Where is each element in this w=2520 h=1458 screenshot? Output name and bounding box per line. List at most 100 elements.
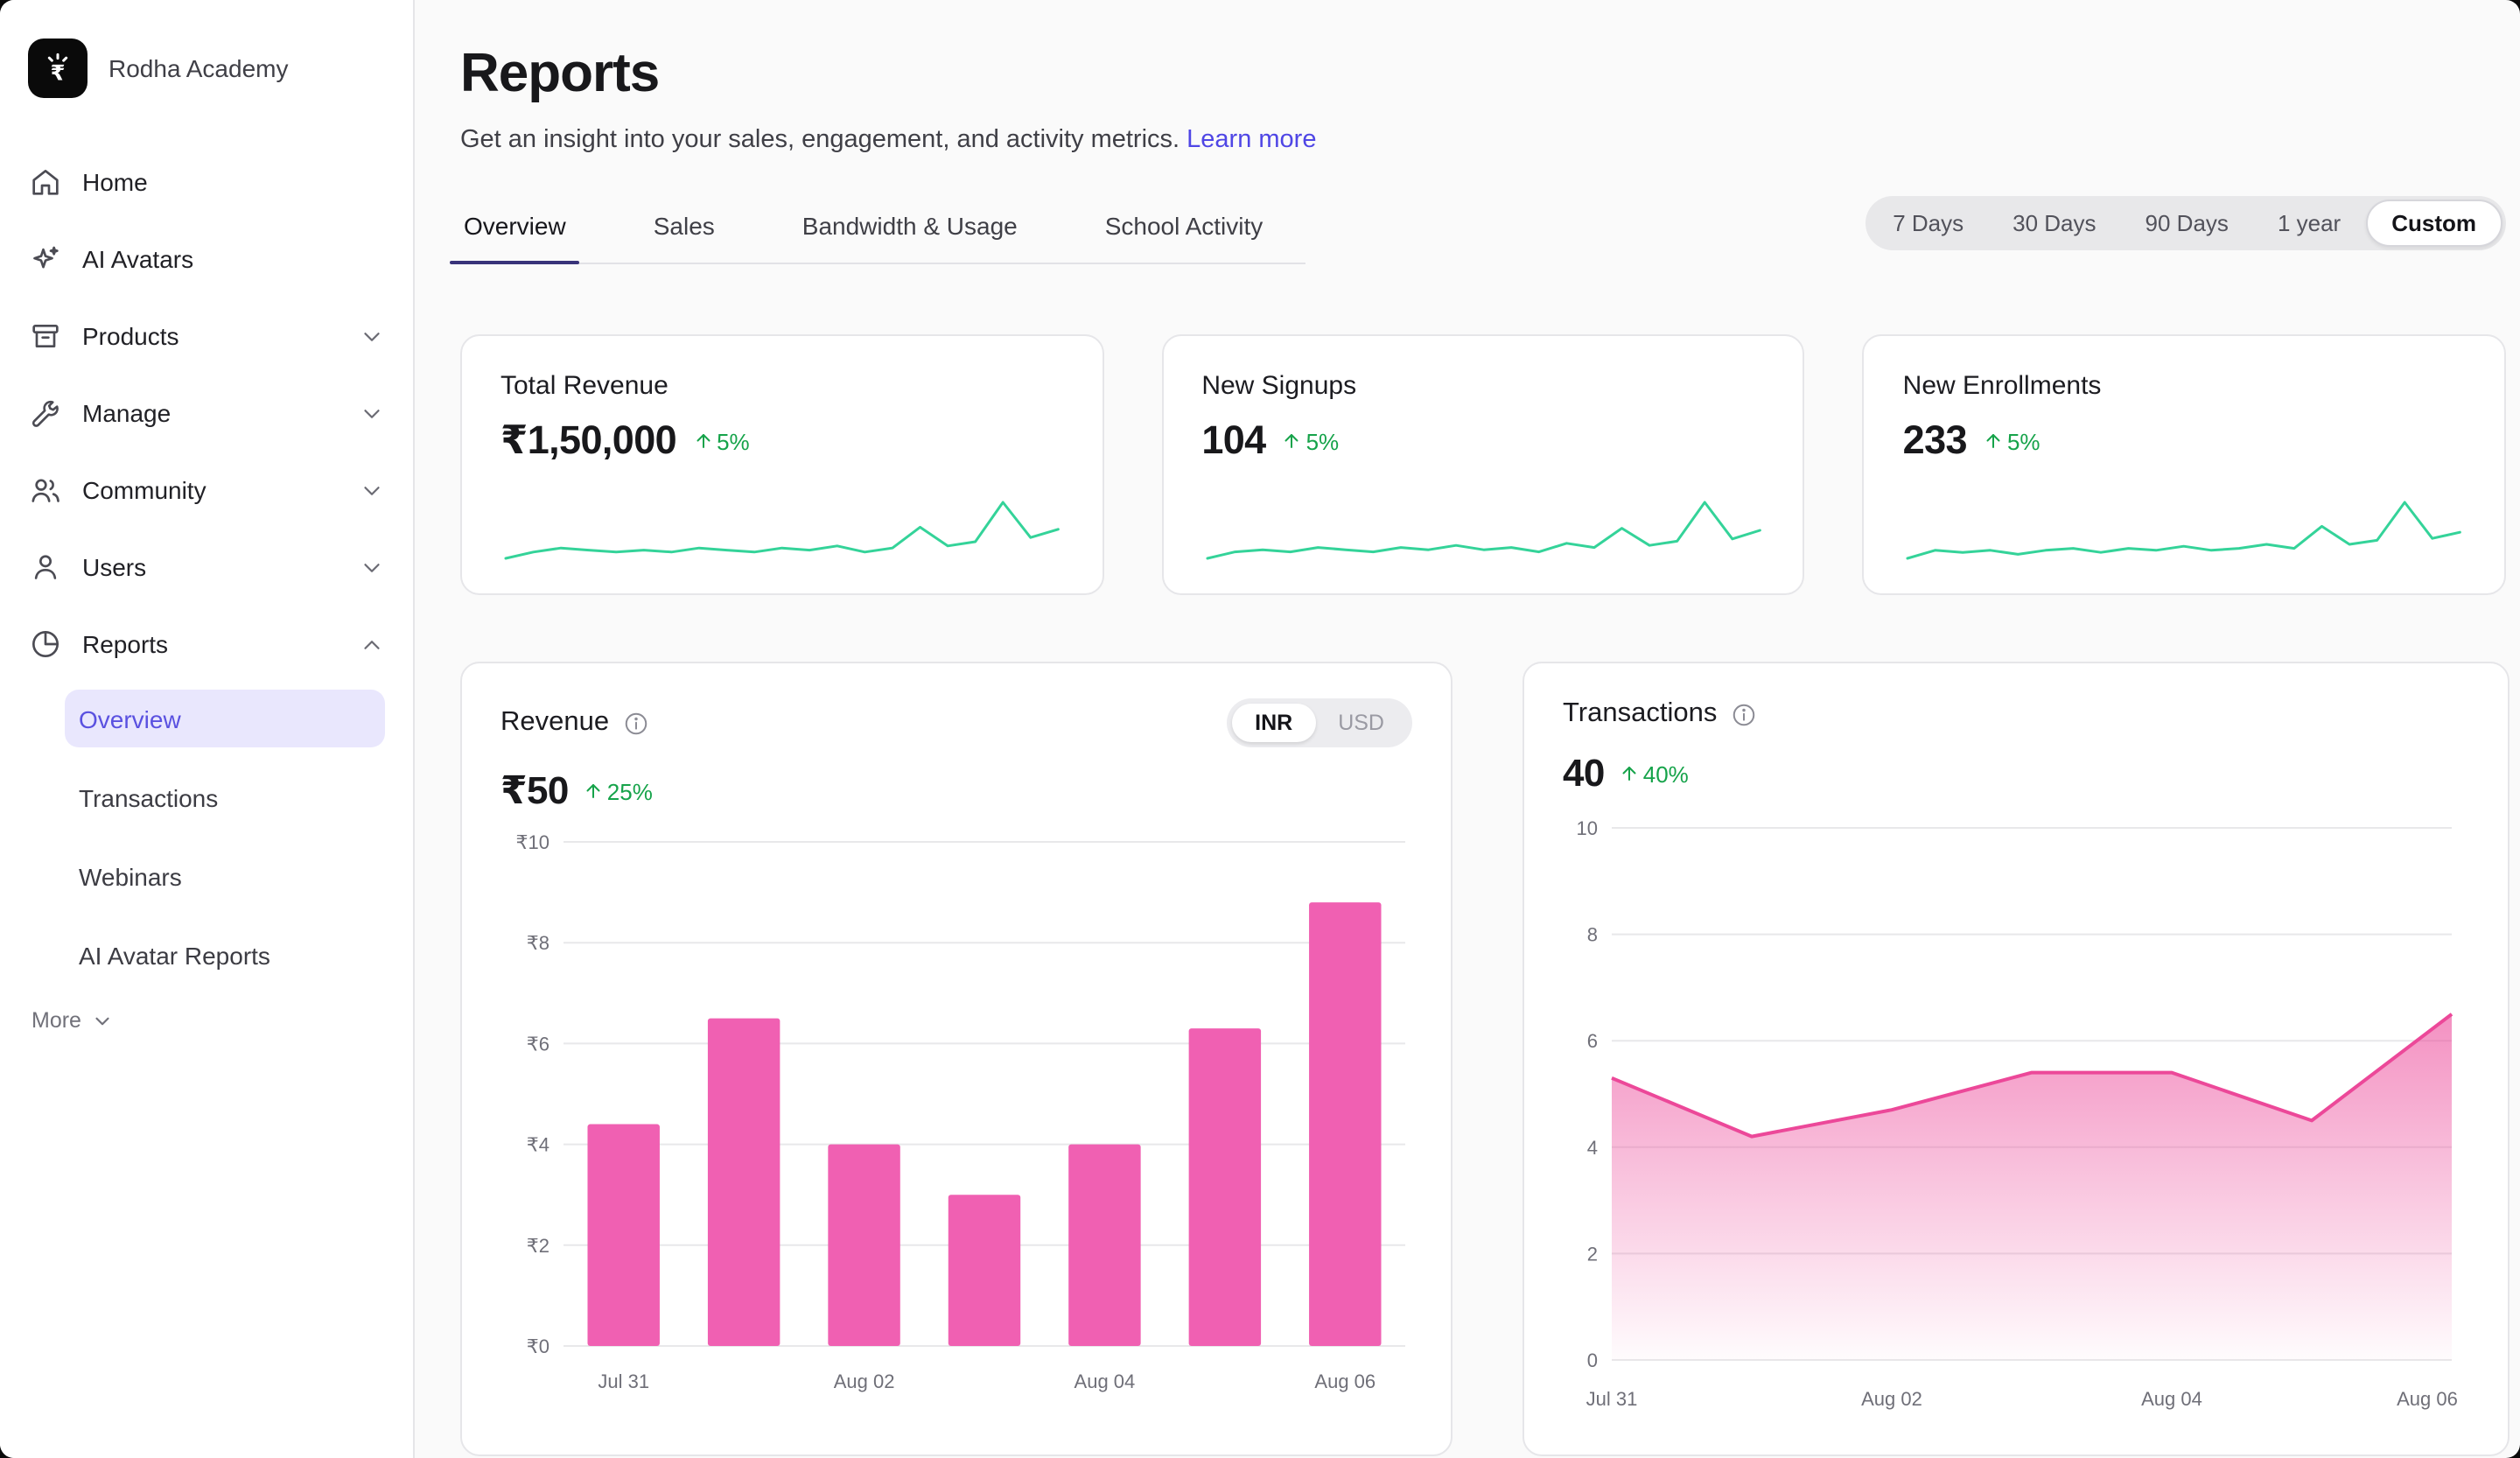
svg-text:4: 4 (1587, 1137, 1598, 1159)
revenue-bar-chart: ₹0 ₹2 ₹4 ₹6 ₹8 ₹10 Jul 31 Aug 02 Aug 04 Aug 06 (516, 831, 1405, 1392)
sidebar-nav: Home AI Avatars (28, 144, 385, 1033)
stat-value: ₹1,50,000 (500, 418, 677, 462)
range-1-year[interactable]: 1 year (2277, 210, 2342, 236)
svg-text:Aug 06: Aug 06 (1314, 1370, 1376, 1392)
transactions-area-chart: 0 2 4 6 8 10 Jul 31 Aug 02 Aug 04 Aug 06 (1577, 817, 2458, 1410)
people-icon (28, 473, 63, 508)
sidebar-item-community[interactable]: Community (28, 452, 385, 529)
range-90-days[interactable]: 90 Days (2145, 210, 2229, 236)
app-logo-icon: ₹ (28, 39, 88, 98)
svg-text:Aug 02: Aug 02 (834, 1370, 895, 1392)
sidebar-item-label: AI Avatars (82, 245, 194, 273)
chart-delta: 25% (583, 778, 653, 804)
stat-delta-value: 5% (717, 428, 750, 454)
app-brand[interactable]: ₹ Rodha Academy (28, 39, 385, 98)
svg-text:8: 8 (1587, 924, 1598, 946)
sparkline-chart (504, 501, 1060, 560)
chart-value: ₹50 (500, 768, 569, 812)
revenue-chart-card: Revenue INR USD ₹50 25% (460, 662, 1452, 1456)
sparkline-chart (1205, 501, 1761, 560)
chevron-down-icon (96, 1016, 110, 1025)
subtitle-text: Get an insight into your sales, engageme… (460, 126, 1180, 154)
page-subtitle: Get an insight into your sales, engageme… (460, 126, 2506, 154)
transactions-chart-card: Transactions 40 40% 0 2 4 6 8 10 Jul 31 Aug 02 A… (1522, 662, 2510, 1456)
currency-usd-button[interactable]: USD (1338, 711, 1384, 735)
app-name: Rodha Academy (108, 54, 289, 82)
tools-icon (28, 396, 63, 431)
subitem-label: AI Avatar Reports (79, 941, 270, 969)
svg-text:Aug 04: Aug 04 (1074, 1370, 1136, 1392)
sidebar-item-label: Products (82, 322, 179, 350)
sidebar-item-label: Manage (82, 399, 172, 427)
sidebar-item-label: Reports (82, 630, 169, 658)
sidebar-item-users[interactable]: Users (28, 529, 385, 606)
info-icon[interactable] (623, 710, 649, 736)
svg-text:₹10: ₹10 (516, 831, 550, 853)
sidebar-item-products[interactable]: Products (28, 298, 385, 375)
range-7-days[interactable]: 7 Days (1893, 210, 1964, 236)
svg-text:₹6: ₹6 (527, 1033, 550, 1055)
svg-text:Jul 31: Jul 31 (598, 1370, 649, 1392)
info-icon[interactable] (1731, 701, 1757, 727)
sidebar-more-button[interactable]: More (28, 1008, 385, 1033)
sidebar-item-label: Home (82, 168, 148, 196)
tab-bandwidth-usage[interactable]: Bandwidth & Usage (802, 212, 1018, 240)
up-arrow-icon (1285, 434, 1299, 448)
range-custom[interactable]: Custom (2365, 200, 2502, 247)
sidebar-subitem-ai-avatar-reports[interactable]: AI Avatar Reports (65, 926, 385, 984)
sidebar-item-reports[interactable]: Reports (28, 606, 385, 683)
chevron-down-icon (359, 400, 385, 426)
up-arrow-icon (1986, 434, 2000, 448)
stat-delta: 5% (1282, 428, 1339, 454)
chart-delta-value: 25% (606, 778, 653, 804)
subitem-label: Webinars (79, 862, 182, 890)
main-content: Reports Get an insight into your sales, … (415, 0, 2520, 1458)
sidebar-subitem-overview[interactable]: Overview (65, 690, 385, 747)
tab-sales[interactable]: Sales (653, 212, 715, 240)
tab-school-activity[interactable]: School Activity (1104, 212, 1264, 240)
sidebar-subitem-webinars[interactable]: Webinars (65, 847, 385, 905)
learn-more-link[interactable]: Learn more (1186, 126, 1317, 154)
chart-delta-value: 40% (1642, 761, 1689, 787)
tab-overview[interactable]: Overview (449, 212, 581, 264)
sidebar-item-home[interactable]: Home (28, 144, 385, 221)
svg-text:Aug 04: Aug 04 (2141, 1388, 2202, 1410)
svg-text:₹0: ₹0 (527, 1335, 550, 1357)
sidebar-item-ai-avatars[interactable]: AI Avatars (28, 221, 385, 298)
svg-text:Jul 31: Jul 31 (1586, 1388, 1638, 1410)
stat-value: 233 (1902, 418, 1968, 462)
svg-text:₹8: ₹8 (527, 932, 550, 954)
chart-value: 40 (1563, 751, 1605, 795)
sparkline-chart (1907, 501, 2462, 560)
chevron-up-icon (359, 631, 385, 657)
tabs-and-filters-row: Overview Sales Bandwidth & Usage School … (449, 196, 2506, 264)
sidebar-subitem-transactions[interactable]: Transactions (65, 768, 385, 826)
home-icon (28, 165, 63, 200)
sparkles-icon (28, 242, 63, 277)
charts-row: Revenue INR USD ₹50 25% (460, 662, 2510, 1456)
chart-title: Transactions (1563, 698, 1718, 728)
sidebar-item-manage[interactable]: Manage (28, 375, 385, 452)
up-arrow-icon (586, 784, 600, 798)
sidebar-item-label: Users (82, 553, 147, 581)
chart-delta: 40% (1619, 761, 1689, 787)
more-label: More (32, 1008, 81, 1033)
stat-cards-row: Total Revenue ₹1,50,000 5% New Signups 1… (460, 334, 2506, 595)
svg-text:Aug 02: Aug 02 (1861, 1388, 1922, 1410)
chart-title: Revenue (500, 707, 610, 737)
currency-inr-button[interactable]: INR (1232, 704, 1316, 742)
stat-card-total-revenue: Total Revenue ₹1,50,000 5% (460, 334, 1104, 595)
box-icon (28, 319, 63, 354)
chevron-down-icon (359, 477, 385, 503)
range-30-days[interactable]: 30 Days (2012, 210, 2096, 236)
svg-text:₹2: ₹2 (527, 1235, 550, 1257)
svg-text:₹: ₹ (51, 60, 66, 85)
up-arrow-icon (696, 434, 710, 448)
reports-submenu: Overview Transactions Webinars AI Avatar… (28, 690, 385, 984)
stat-value: 104 (1201, 418, 1266, 462)
svg-text:10: 10 (1577, 817, 1598, 839)
tab-bar: Overview Sales Bandwidth & Usage School … (449, 212, 1306, 264)
svg-text:Aug 06: Aug 06 (2397, 1388, 2458, 1410)
subitem-label: Transactions (79, 783, 219, 811)
